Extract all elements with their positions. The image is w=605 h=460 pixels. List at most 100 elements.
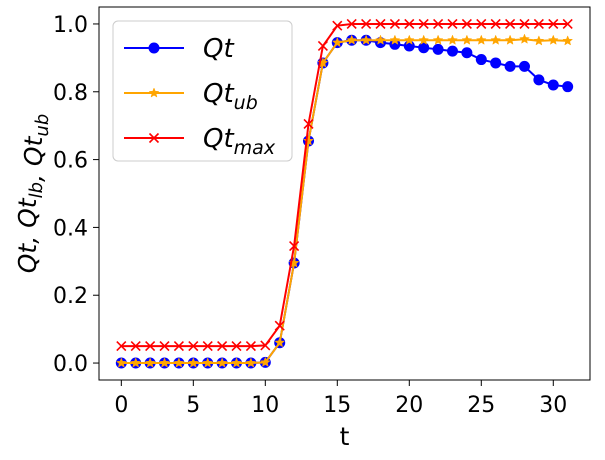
data-point xyxy=(216,357,228,368)
data-point xyxy=(447,18,458,30)
data-point xyxy=(404,18,415,30)
marker-stroke xyxy=(461,18,472,30)
series-line xyxy=(121,22,568,348)
x-tick-label: 25 xyxy=(467,393,495,418)
data-point xyxy=(361,18,372,30)
legend-entry: Qtub xyxy=(124,79,258,114)
data-point xyxy=(389,18,400,30)
marker-stroke xyxy=(519,18,530,30)
legend-label: Qt xyxy=(203,34,234,64)
y-label-part: Qt xyxy=(13,243,42,274)
data-point xyxy=(274,320,285,331)
data-point xyxy=(418,42,430,54)
data-point xyxy=(332,20,343,31)
marker-stroke xyxy=(303,118,314,130)
legend-label-main: Qt xyxy=(203,79,234,109)
data-point xyxy=(303,118,314,130)
data-point xyxy=(533,18,544,30)
legend-entry: Qt xyxy=(124,34,234,64)
data-point xyxy=(505,18,516,30)
x-tick-label: 20 xyxy=(395,393,423,418)
data-point xyxy=(245,341,256,352)
marker-stroke xyxy=(274,320,285,331)
x-tick-label: 5 xyxy=(186,393,200,418)
data-point xyxy=(447,34,458,45)
data-point xyxy=(130,341,141,352)
legend-marker xyxy=(148,132,160,144)
data-point xyxy=(433,18,444,30)
marker-stroke xyxy=(130,341,141,352)
data-point xyxy=(547,79,559,91)
marker-stroke xyxy=(148,132,160,144)
marker-stroke xyxy=(159,341,170,352)
data-point xyxy=(289,240,300,252)
y-label-subscript: ub xyxy=(32,114,53,137)
legend-box xyxy=(112,20,293,162)
marker-stroke xyxy=(188,341,199,352)
legend-marker xyxy=(148,42,160,54)
data-point xyxy=(418,34,430,45)
marker-stroke xyxy=(173,341,184,352)
marker-stroke xyxy=(375,18,386,30)
legend-entry: Qtmax xyxy=(124,124,276,159)
data-point xyxy=(418,18,429,30)
marker-stroke xyxy=(245,341,256,352)
data-point xyxy=(461,34,473,45)
y-label-part: Qt xyxy=(19,135,48,166)
data-point xyxy=(331,36,343,48)
data-point xyxy=(260,340,271,351)
data-point xyxy=(490,57,502,69)
marker-stroke xyxy=(533,18,544,30)
data-point xyxy=(202,341,213,352)
data-point xyxy=(475,34,487,45)
data-point xyxy=(562,81,574,93)
marker-stroke xyxy=(217,341,228,352)
legend-label: Qtmax xyxy=(203,124,276,159)
data-point xyxy=(548,18,559,30)
marker-stroke xyxy=(433,18,444,30)
legend-label-subscript: max xyxy=(234,137,276,159)
data-point xyxy=(115,357,127,368)
y-label-separator: , xyxy=(19,166,48,182)
data-point xyxy=(217,341,228,352)
data-point xyxy=(533,74,545,86)
marker-stroke xyxy=(476,18,487,30)
data-point xyxy=(432,34,444,45)
data-point xyxy=(461,18,472,30)
data-point xyxy=(389,34,401,45)
data-point xyxy=(490,34,502,45)
data-point xyxy=(519,18,530,30)
data-point xyxy=(403,34,415,45)
marker-stroke xyxy=(116,341,127,352)
marker-stroke xyxy=(289,240,300,252)
marker-stroke xyxy=(332,20,343,31)
marker-stroke xyxy=(404,18,415,30)
data-point xyxy=(259,356,271,367)
x-tick-label: 15 xyxy=(323,393,351,418)
y-tick-label: 0.6 xyxy=(53,149,88,174)
marker-stroke xyxy=(361,18,372,30)
data-point xyxy=(116,341,127,352)
marker-stroke xyxy=(562,18,573,30)
x-axis-label: t xyxy=(340,422,350,451)
y-label-part: Qt xyxy=(13,197,42,228)
marker-stroke xyxy=(505,18,516,30)
marker-stroke xyxy=(548,18,559,30)
marker-stroke xyxy=(260,340,271,351)
data-point xyxy=(187,357,199,368)
data-point xyxy=(547,34,559,45)
data-point xyxy=(533,35,545,46)
data-point xyxy=(504,60,516,72)
data-point xyxy=(519,33,530,44)
marker-stroke xyxy=(389,18,400,30)
data-point xyxy=(159,357,170,368)
legend-label: Qtub xyxy=(203,79,258,114)
y-tick-label: 0.0 xyxy=(53,352,88,377)
legend-marker xyxy=(148,87,160,98)
data-point xyxy=(461,47,473,59)
data-point xyxy=(145,341,156,352)
data-point xyxy=(274,337,286,348)
y-tick-label: 0.2 xyxy=(53,284,88,309)
